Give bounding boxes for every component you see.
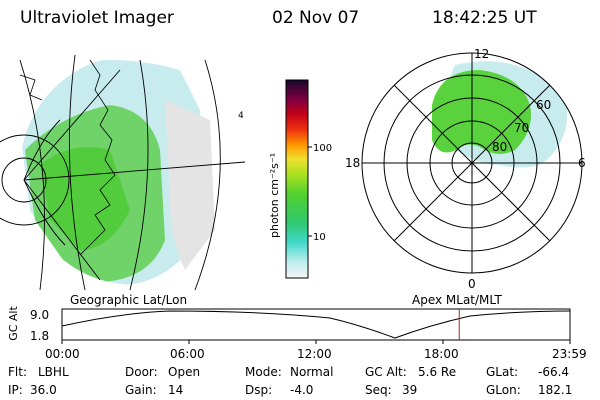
colorbar — [285, 79, 309, 279]
date-label: 02 Nov 07 — [272, 8, 360, 28]
latitude-line — [23, 179, 66, 246]
polar-plot: 12 18 6 0 60 70 80 — [345, 47, 586, 291]
time-tick-0000: 00:00 — [45, 347, 80, 361]
seq-value: 39 — [402, 383, 418, 397]
mode-value: Normal — [290, 365, 334, 379]
meridian-line — [129, 59, 149, 291]
latitude-line — [23, 179, 101, 281]
coastline — [19, 74, 43, 101]
mlat-label-80: 80 — [492, 140, 507, 154]
glon-label: GLon: — [486, 383, 521, 397]
colorbar-tick-100: 100 — [313, 143, 332, 154]
glat-label: GLat: — [486, 365, 519, 379]
altitude-tick-high: 9.0 — [30, 308, 50, 322]
latitude-circle — [1, 157, 47, 203]
time-tick-1800: 18:00 — [424, 347, 459, 361]
mlt-meridian — [393, 84, 551, 242]
latitude-line — [23, 69, 121, 181]
mlt-label-6: 6 — [578, 156, 586, 170]
time-tick-0600: 06:00 — [170, 347, 205, 361]
door-label: Door: — [125, 365, 158, 379]
flt-value: LBHL — [38, 365, 69, 379]
altitude-curve — [61, 310, 571, 339]
mode-label: Mode: — [245, 365, 282, 379]
gcalt-label: GC Alt: — [365, 365, 407, 379]
time-label: 18:42:25 UT — [432, 8, 537, 28]
map-tick-mark: 4 — [238, 111, 244, 121]
ip-label: IP: — [8, 383, 23, 397]
geo-panel-caption: Geographic Lat/Lon — [70, 293, 188, 307]
instrument-title: Ultraviolet Imager — [20, 8, 174, 28]
time-tick-1200: 12:00 — [297, 347, 332, 361]
ip-value: 36.0 — [30, 383, 57, 397]
latitude-line — [23, 161, 246, 181]
coastline — [79, 59, 116, 256]
gain-label: Gain: — [125, 383, 157, 397]
gcalt-value: 5.6 Re — [418, 365, 457, 379]
mlat-label-70: 70 — [514, 121, 529, 135]
colorbar-tick-10: 10 — [313, 232, 326, 243]
mlt-label-0: 0 — [468, 277, 476, 291]
dsp-value: -4.0 — [290, 383, 314, 397]
time-tick-2359: 23:59 — [552, 347, 587, 361]
door-value: Open — [168, 365, 201, 379]
altitude-axis-label: GC Alt — [6, 306, 20, 341]
mlt-label-12: 12 — [474, 47, 489, 61]
altitude-tick-low: 1.8 — [30, 329, 50, 343]
polar-panel-caption: Apex MLat/MLT — [412, 293, 502, 307]
dsp-label: Dsp: — [245, 383, 273, 397]
dayglow-region — [165, 100, 215, 270]
meridian-line — [19, 59, 45, 291]
meridian-line — [194, 59, 221, 291]
auroral-oval — [432, 70, 531, 154]
altitude-plot — [61, 308, 571, 344]
latitude-line — [23, 119, 61, 181]
glon-value: 182.1 — [538, 383, 573, 397]
mlat-label-60: 60 — [536, 98, 551, 112]
geographic-map: 4 — [0, 54, 246, 291]
mlt-label-18: 18 — [345, 156, 360, 170]
glat-value: -66.4 — [538, 365, 570, 379]
seq-label: Seq: — [365, 383, 392, 397]
latitude-circle — [0, 134, 70, 226]
gain-value: 14 — [168, 383, 184, 397]
flt-label: Flt: — [8, 365, 27, 379]
colorbar-unit-label: photon cm⁻²s⁻¹ — [268, 153, 281, 238]
meridian-line — [68, 54, 86, 291]
